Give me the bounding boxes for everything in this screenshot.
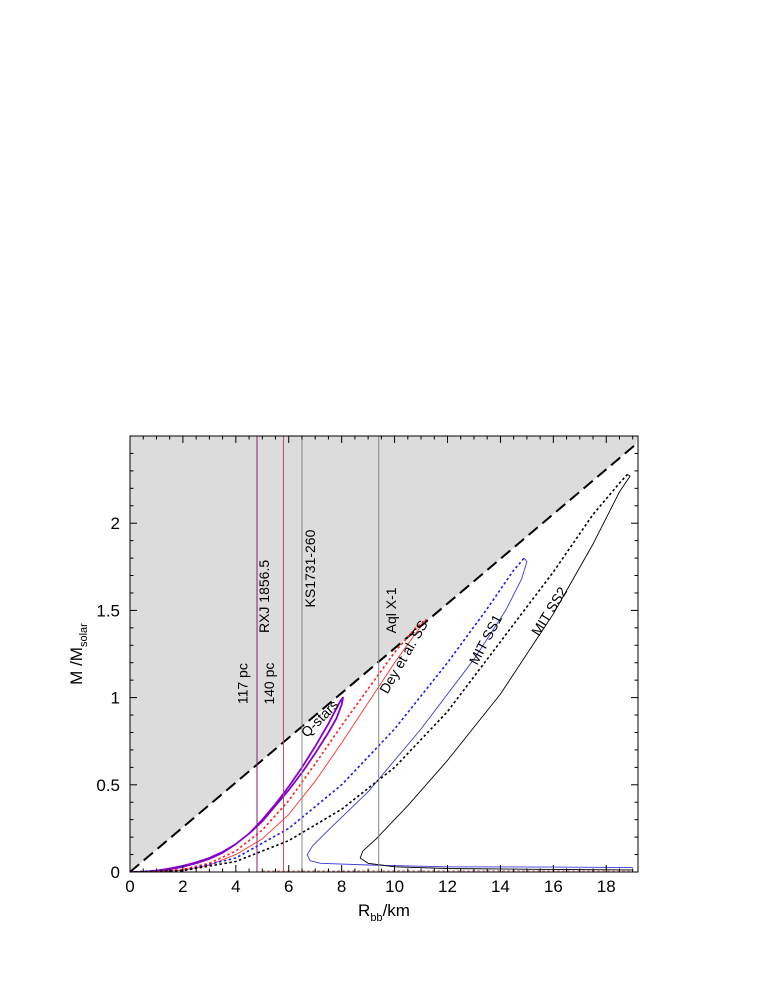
vertical-lines-group	[256, 436, 380, 872]
x-tick-label-1: 2	[178, 877, 187, 896]
vertical-line-label-2: RXJ 1856.5	[256, 560, 272, 633]
series-line-0	[130, 696, 344, 872]
x-tick-label-5: 10	[385, 877, 404, 896]
y-tick-label-4: 2	[111, 514, 120, 533]
vertical-line-label-0: 117 pc	[235, 663, 251, 704]
x-axis-title: Rbb/km	[358, 901, 410, 924]
series-line-4	[306, 557, 633, 869]
y-tick-label-0: 0	[111, 863, 120, 882]
series-line-6	[359, 474, 633, 871]
x-tick-label-3: 6	[284, 877, 293, 896]
x-tick-label-7: 14	[491, 877, 510, 896]
series-label-4: MIT SS1	[466, 612, 506, 668]
series-label-6: MIT SS2	[528, 584, 570, 639]
series-line-5	[130, 473, 628, 872]
x-tick-label-9: 18	[597, 877, 616, 896]
forbidden-boundary-line	[129, 443, 636, 873]
plot-frame	[129, 435, 639, 873]
vertical-line-label-4: Aql X-1	[383, 587, 399, 633]
y-axis-title: M /Msolar	[67, 623, 90, 685]
forbidden-region	[129, 436, 638, 873]
x-tick-label-4: 8	[337, 877, 346, 896]
x-tick-label-0: 0	[125, 877, 134, 896]
x-tick-label-8: 16	[544, 877, 563, 896]
y-tick-label-3: 1.5	[96, 601, 120, 620]
vertical-line-label-1: 140 pc	[261, 663, 277, 705]
x-tick-label-2: 4	[231, 877, 240, 896]
x-tick-label-6: 12	[438, 877, 457, 896]
vertical-line-label-3: KS1731-260	[302, 529, 318, 607]
y-tick-label-2: 1	[111, 689, 120, 708]
axis-ticks: 0 2 4 6 8 10 12 14 16 18 0 0.5 1 1.5 2	[96, 436, 638, 896]
series-line-3	[130, 557, 525, 872]
y-tick-label-1: 0.5	[96, 776, 120, 795]
